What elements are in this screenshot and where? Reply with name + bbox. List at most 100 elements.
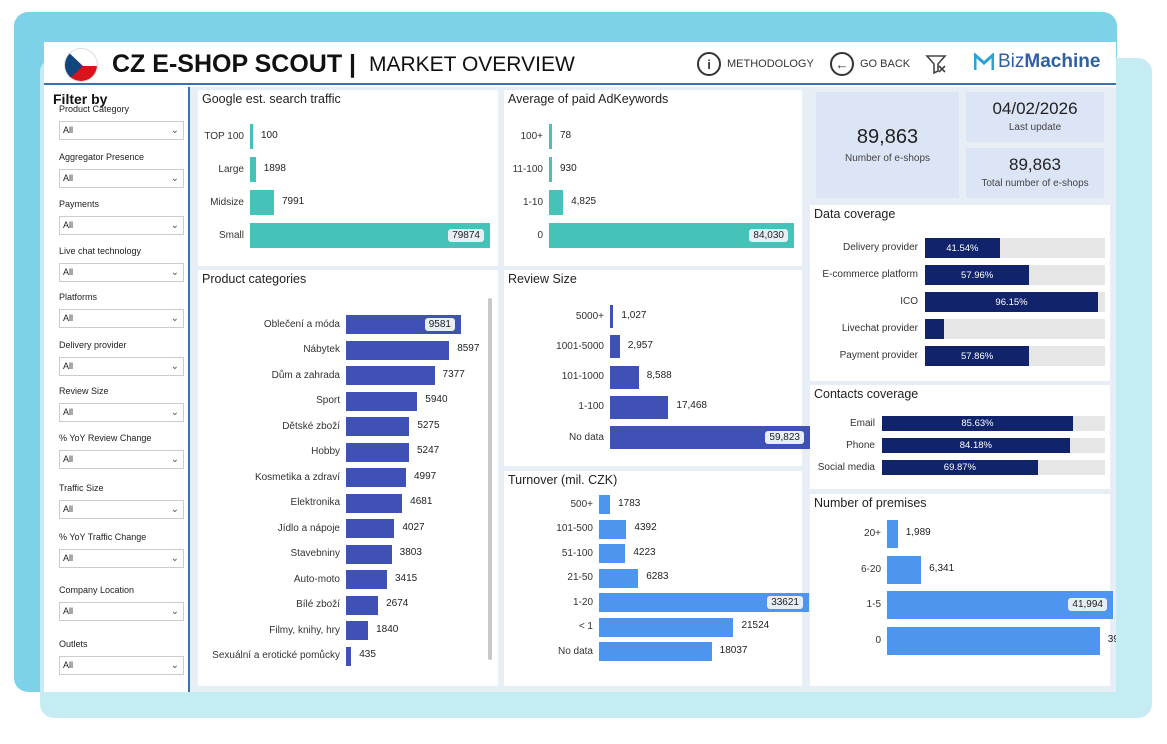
bar-label: Large <box>218 163 244 175</box>
bar-value-label: 6,341 <box>929 562 955 574</box>
filter-dropdown[interactable]: All ⌄ <box>59 263 184 282</box>
bar-value-label: 930 <box>560 162 577 174</box>
bar <box>346 570 387 589</box>
filter-value: All <box>63 267 74 277</box>
bar <box>346 544 392 564</box>
filter-item: Outlets All ⌄ <box>59 637 184 675</box>
chevron-down-icon: ⌄ <box>170 173 179 184</box>
filter-label: Company Location <box>59 585 135 595</box>
bar-value-label: 3803 <box>399 547 422 558</box>
page-subtitle: MARKET OVERVIEW <box>369 53 575 76</box>
coverage-label: Livechat provider <box>841 323 918 334</box>
bar-value-label: 39,539 <box>1107 633 1116 645</box>
filter-dropdown[interactable]: All ⌄ <box>59 121 184 140</box>
filter-item: Payments All ⌄ <box>59 197 184 235</box>
filter-item: % YoY Review Change All ⌄ <box>59 431 184 469</box>
bar-value-label: 6283 <box>646 571 669 582</box>
clear-filters-button[interactable] <box>924 52 948 76</box>
bar <box>346 391 418 411</box>
filter-dropdown[interactable]: All ⌄ <box>59 656 184 675</box>
bar <box>549 190 564 215</box>
filter-dropdown[interactable]: All ⌄ <box>59 403 184 422</box>
coverage-bar: 84.18% <box>882 438 1070 453</box>
filter-dropdown[interactable]: All ⌄ <box>59 169 184 188</box>
coverage-bar: 96.15% <box>925 292 1099 312</box>
bar-value-label: 1783 <box>618 497 641 509</box>
filter-label: Outlets <box>59 639 88 649</box>
turnover-panel: Turnover (mil. CZK) 500+ 1783 101-500 4392 5… <box>504 471 809 686</box>
chevron-down-icon: ⌄ <box>170 125 179 136</box>
bar-label: Filmy, knihy, hry <box>269 624 340 636</box>
bar-label: Auto-moto <box>293 573 340 585</box>
coverage-bar: 69.87% <box>882 460 1038 475</box>
bar <box>250 157 256 182</box>
go-back-label: GO BACK <box>860 58 911 70</box>
bar-value-label: 7991 <box>282 195 305 207</box>
bar-value-label: 8,588 <box>646 370 672 382</box>
arrow-left-icon: ← <box>830 52 854 76</box>
page-title: CZ E-SHOP SCOUT | <box>112 50 357 78</box>
filter-dropdown[interactable]: All ⌄ <box>59 500 184 519</box>
filter-dropdown[interactable]: All ⌄ <box>59 549 184 568</box>
bar <box>346 595 379 615</box>
info-icon: i <box>697 52 721 76</box>
bar-value-label: 9581 <box>424 317 455 331</box>
chevron-down-icon: ⌄ <box>170 361 179 372</box>
filter-value: All <box>63 454 74 464</box>
bar <box>250 124 253 149</box>
bar-value-label: 84,030 <box>749 228 788 242</box>
bar-label: Hobby <box>311 446 340 457</box>
bar-label: No data <box>557 645 593 657</box>
bar-label: Nábytek <box>303 344 340 355</box>
bar-label: 1-20 <box>572 596 593 608</box>
bar-value-label: 79874 <box>448 228 484 242</box>
bar <box>346 468 406 487</box>
filter-dropdown[interactable]: All ⌄ <box>59 216 184 235</box>
methodology-label: METHODOLOGY <box>727 58 814 70</box>
data-coverage-title: Data coverage <box>814 207 896 221</box>
filter-value: All <box>63 313 74 323</box>
bar <box>599 568 639 588</box>
bar-label: 21-50 <box>567 572 593 583</box>
filter-label: Live chat technology <box>59 246 142 256</box>
coverage-label: Email <box>849 417 875 429</box>
eshops-label: Number of e-shops <box>844 153 931 164</box>
bar-label: Sport <box>316 395 340 406</box>
methodology-button[interactable]: i METHODOLOGY <box>697 52 814 76</box>
header: CZ E-SHOP SCOUT | MARKET OVERVIEW i METH… <box>44 42 1116 85</box>
chevron-down-icon: ⌄ <box>170 313 179 324</box>
bar-label: Jídlo a nápoje <box>277 522 340 534</box>
filter-dropdown[interactable]: All ⌄ <box>59 602 184 621</box>
filter-dropdown[interactable]: All ⌄ <box>59 309 184 328</box>
coverage-label: ICO <box>900 296 918 307</box>
coverage-value: 57.86% <box>960 350 994 362</box>
czech-flag-icon <box>64 48 98 82</box>
filter-dropdown[interactable]: All ⌄ <box>59 450 184 469</box>
filter-label: Aggregator Presence <box>59 152 145 162</box>
product-categories-panel: Product categories Oblečení a móda 9581 Ná… <box>198 270 498 686</box>
bar <box>549 157 552 182</box>
filter-item: Platforms All ⌄ <box>59 290 184 328</box>
bar <box>346 493 403 513</box>
bar <box>610 395 669 419</box>
bar-value-label: 3415 <box>394 572 418 584</box>
contacts-coverage-title: Contacts coverage <box>814 387 919 401</box>
chevron-down-icon: ⌄ <box>170 504 179 515</box>
bar-label: Dětské zboží <box>282 420 340 432</box>
coverage-value: 57.96% <box>961 269 994 281</box>
bar-label: 6-20 <box>860 563 881 575</box>
filter-value: All <box>63 220 74 230</box>
bar-value-label: 4997 <box>413 470 437 482</box>
filter-item: Review Size All ⌄ <box>59 384 184 422</box>
bar <box>346 519 395 538</box>
go-back-button[interactable]: ← GO BACK <box>830 52 910 76</box>
filter-dropdown[interactable]: All ⌄ <box>59 357 184 376</box>
bar-value-label: 17,468 <box>676 400 707 412</box>
bar-label: Elektronika <box>290 497 340 508</box>
bar-label: Small <box>218 229 244 241</box>
review-size-panel: Review Size 5000+ 1,027 1001-5000 2,957 101-… <box>504 270 810 466</box>
scrollbar[interactable] <box>488 298 492 660</box>
content-area: Filter by Product Category All ⌄ Aggregator… <box>44 87 1116 692</box>
eshops-kpi-card: 89,863 Number of e-shops <box>816 92 959 198</box>
bizmachine-logo: Biz Machine <box>974 51 1100 73</box>
